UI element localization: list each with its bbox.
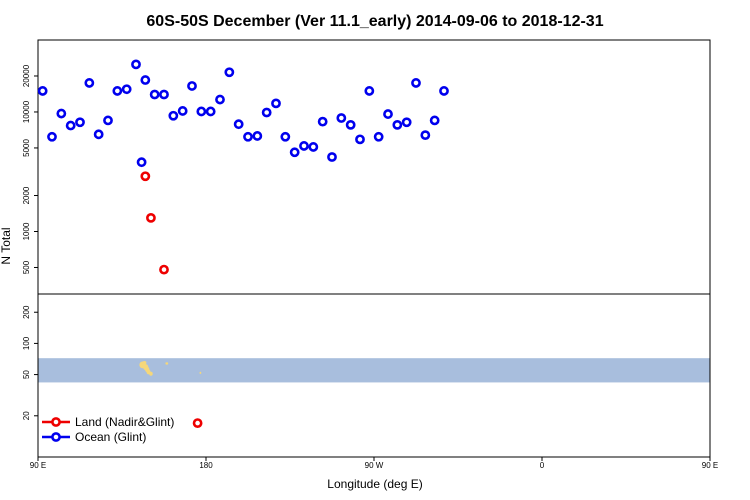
point-ocean-glint-27 (280, 131, 291, 142)
point-ocean-glint-37 (373, 131, 384, 142)
point-ocean-glint-21 (224, 67, 235, 78)
point-ocean-glint-31 (317, 116, 328, 127)
point-ocean-glint-7 (103, 115, 113, 126)
map-latitude-band (38, 358, 710, 383)
y-tick-label-9: 20000 (22, 64, 31, 87)
point-land-nadir-glint-3 (192, 418, 203, 429)
point-ocean-glint-29 (299, 141, 309, 151)
y-axis-label: N Total (0, 227, 13, 264)
point-ocean-glint-23 (243, 131, 253, 142)
point-ocean-glint-11 (136, 157, 147, 168)
point-ocean-glint-1 (47, 131, 57, 142)
world-map (38, 358, 710, 383)
point-ocean-glint-43 (429, 115, 440, 126)
point-ocean-glint-39 (392, 119, 403, 130)
point-ocean-glint-3 (65, 120, 76, 131)
y-tick-label-7: 5000 (22, 138, 31, 156)
point-ocean-glint-14 (159, 89, 169, 100)
y-tick-label-0: 20 (22, 411, 31, 420)
x-tick-label-1: 180 (199, 461, 213, 470)
plot-frame (37, 39, 711, 458)
point-ocean-glint-20 (215, 94, 225, 105)
map-land-fragment-7 (199, 371, 202, 374)
legend-label-land-nadir-glint: Land (Nadir&Glint) (75, 415, 174, 429)
point-ocean-glint-17 (187, 81, 197, 91)
x-tick-label-3: 0 (540, 461, 545, 470)
y-tick-label-2: 100 (22, 336, 31, 350)
point-ocean-glint-4 (75, 117, 85, 128)
point-ocean-glint-28 (289, 147, 300, 158)
point-ocean-glint-13 (149, 89, 160, 100)
data-points (37, 59, 449, 429)
point-ocean-glint-24 (252, 131, 263, 141)
point-ocean-glint-18 (196, 106, 207, 117)
point-ocean-glint-22 (233, 119, 244, 130)
map-land (139, 360, 202, 376)
point-land-nadir-glint-1 (146, 212, 156, 223)
y-axis-ticks: 20 50 100 200 500 1000 2000 5000 10000 20000 (22, 64, 38, 420)
map-land-fragment-6 (165, 362, 169, 365)
point-ocean-glint-38 (383, 109, 393, 119)
point-ocean-glint-32 (327, 152, 337, 162)
point-ocean-glint-41 (411, 78, 421, 88)
point-ocean-glint-0 (37, 86, 48, 96)
point-ocean-glint-5 (84, 78, 95, 88)
point-ocean-glint-15 (168, 110, 179, 121)
legend-marker-ocean-glint (51, 432, 61, 442)
y-tick-label-8: 10000 (22, 100, 31, 123)
y-tick-label-5: 1000 (22, 222, 31, 240)
point-ocean-glint-35 (355, 134, 365, 145)
point-ocean-glint-25 (261, 107, 272, 118)
point-ocean-glint-26 (271, 98, 281, 109)
y-tick-label-4: 500 (22, 260, 31, 274)
point-ocean-glint-34 (345, 119, 356, 130)
y-tick-label-6: 2000 (22, 186, 31, 204)
point-ocean-glint-30 (308, 142, 319, 152)
point-ocean-glint-16 (177, 106, 188, 116)
chart-title: 60S-50S December (Ver 11.1_early) 2014-0… (146, 13, 603, 30)
point-ocean-glint-19 (205, 106, 216, 117)
map-land-fragment-4 (149, 371, 153, 376)
point-land-nadir-glint-0 (140, 171, 151, 182)
point-ocean-glint-12 (140, 75, 151, 85)
point-ocean-glint-9 (121, 84, 132, 95)
point-ocean-glint-2 (56, 108, 67, 119)
point-ocean-glint-42 (420, 130, 431, 141)
legend-label-ocean-glint: Ocean (Glint) (75, 430, 146, 444)
point-land-nadir-glint-2 (159, 264, 169, 275)
x-tick-label-2: 90 W (365, 461, 384, 470)
point-ocean-glint-44 (439, 86, 449, 96)
y-tick-label-1: 50 (22, 370, 31, 379)
legend-marker-land-nadir-glint (51, 417, 61, 427)
legend: Land (Nadir&Glint)Ocean (Glint) (42, 415, 174, 444)
point-ocean-glint-36 (364, 86, 375, 96)
x-axis-ticks: 90 E 180 90 W 0 90 E (30, 457, 718, 470)
point-ocean-glint-40 (401, 117, 412, 128)
point-ocean-glint-6 (93, 129, 104, 140)
x-axis-label: Longitude (deg E) (327, 477, 422, 491)
point-ocean-glint-10 (131, 59, 141, 70)
point-ocean-glint-33 (336, 113, 347, 123)
y-tick-label-3: 200 (22, 305, 31, 319)
map-land-fragment-5 (142, 360, 147, 365)
x-tick-label-4: 90 E (702, 461, 718, 470)
x-tick-label-0: 90 E (30, 461, 46, 470)
point-ocean-glint-8 (112, 86, 123, 96)
